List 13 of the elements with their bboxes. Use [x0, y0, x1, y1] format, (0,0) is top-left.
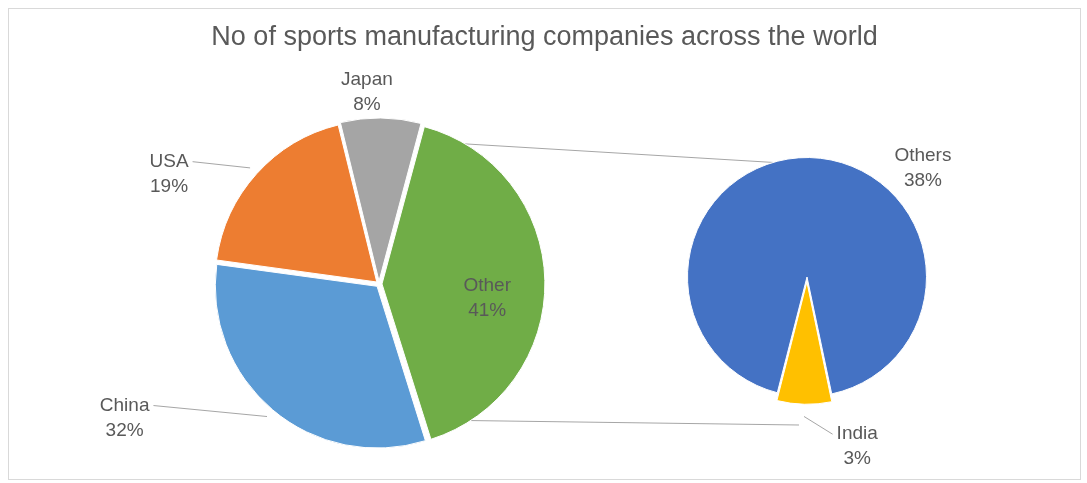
data-label: 8% [353, 92, 381, 114]
slice-label: Others [894, 143, 952, 165]
data-label: 41% [468, 299, 507, 321]
slice-label: Japan [341, 67, 393, 89]
data-label: 19% [150, 174, 189, 196]
data-label: 3% [843, 447, 872, 469]
slice-label: USA [149, 149, 189, 171]
data-label: 38% [903, 168, 943, 190]
slice-label: India [836, 422, 879, 444]
slice-label: Other [463, 274, 512, 296]
chart-title: No of sports manufacturing companies across the world [210, 21, 879, 52]
slice-label: China [99, 393, 150, 415]
data-label: 32% [105, 418, 144, 440]
